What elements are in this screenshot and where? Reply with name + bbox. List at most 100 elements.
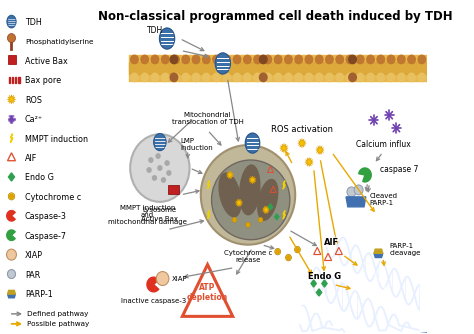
Polygon shape	[7, 95, 16, 104]
Polygon shape	[298, 138, 306, 148]
Circle shape	[276, 250, 279, 254]
Text: PARP-1: PARP-1	[25, 290, 53, 299]
Polygon shape	[311, 280, 316, 287]
Circle shape	[172, 73, 179, 81]
Circle shape	[326, 55, 333, 64]
Circle shape	[295, 55, 302, 64]
Ellipse shape	[154, 134, 166, 151]
Circle shape	[153, 176, 156, 180]
Circle shape	[8, 270, 16, 279]
Circle shape	[408, 55, 415, 64]
Circle shape	[192, 73, 200, 81]
Circle shape	[244, 73, 251, 81]
Circle shape	[8, 193, 15, 200]
Circle shape	[244, 55, 251, 64]
Wedge shape	[359, 168, 371, 182]
Circle shape	[254, 73, 261, 81]
Text: Cytochrome c: Cytochrome c	[25, 193, 81, 202]
Circle shape	[141, 55, 148, 64]
Circle shape	[326, 73, 333, 81]
Circle shape	[156, 154, 160, 158]
Circle shape	[284, 55, 292, 64]
Circle shape	[170, 73, 178, 81]
Circle shape	[151, 55, 159, 64]
Text: PARP-1
cleavage: PARP-1 cleavage	[389, 243, 420, 256]
Polygon shape	[305, 157, 313, 167]
Circle shape	[315, 73, 323, 81]
Bar	[15, 77, 17, 83]
Text: MMPT induction: MMPT induction	[25, 135, 88, 144]
Text: ROS activation: ROS activation	[271, 125, 333, 134]
Ellipse shape	[219, 173, 241, 217]
Circle shape	[170, 55, 178, 64]
Circle shape	[233, 218, 236, 221]
Circle shape	[398, 73, 405, 81]
Text: Calcium influx: Calcium influx	[356, 140, 410, 149]
Circle shape	[254, 55, 261, 64]
Circle shape	[233, 55, 241, 64]
Ellipse shape	[160, 28, 174, 49]
Wedge shape	[294, 333, 427, 334]
Circle shape	[167, 171, 171, 175]
Circle shape	[258, 217, 263, 222]
Polygon shape	[280, 143, 288, 153]
Bar	[9, 77, 10, 83]
Polygon shape	[316, 145, 324, 155]
Circle shape	[284, 73, 292, 81]
Text: Ca²⁺: Ca²⁺	[25, 115, 43, 124]
Circle shape	[418, 73, 426, 81]
Circle shape	[7, 249, 17, 260]
Text: XIAP: XIAP	[172, 276, 187, 282]
Text: AIF: AIF	[324, 238, 339, 247]
Circle shape	[418, 55, 426, 64]
Circle shape	[172, 55, 179, 64]
Circle shape	[274, 73, 282, 81]
Text: Caspase-7: Caspase-7	[25, 232, 67, 241]
Text: ROS: ROS	[25, 96, 42, 105]
Text: DNA fragmentation: DNA fragmentation	[368, 268, 410, 319]
Circle shape	[131, 55, 138, 64]
Circle shape	[158, 166, 162, 170]
Ellipse shape	[211, 160, 290, 240]
Circle shape	[223, 73, 230, 81]
Polygon shape	[10, 134, 13, 143]
Text: Endo G: Endo G	[25, 173, 54, 182]
Text: AIF: AIF	[25, 154, 37, 163]
Circle shape	[165, 161, 169, 165]
Circle shape	[232, 217, 237, 222]
Circle shape	[346, 73, 354, 81]
Circle shape	[141, 73, 148, 81]
Wedge shape	[7, 230, 15, 240]
Text: TDH: TDH	[25, 18, 42, 27]
Circle shape	[246, 222, 250, 227]
Text: Cytochrome c
release: Cytochrome c release	[224, 249, 272, 263]
Polygon shape	[249, 176, 256, 184]
Circle shape	[285, 255, 292, 261]
Text: Inactive caspase-3: Inactive caspase-3	[121, 299, 186, 305]
Text: Mitochondrial
translocation of TDH: Mitochondrial translocation of TDH	[172, 112, 244, 125]
Bar	[18, 77, 19, 83]
Circle shape	[156, 272, 169, 286]
Circle shape	[349, 55, 356, 64]
Polygon shape	[374, 254, 383, 258]
Polygon shape	[9, 173, 15, 181]
Ellipse shape	[258, 179, 278, 220]
Polygon shape	[8, 294, 15, 298]
Text: Active Bax: Active Bax	[25, 57, 68, 66]
Text: Non-classical programmed cell death induced by TDH: Non-classical programmed cell death indu…	[98, 10, 452, 23]
Text: Defined pathway: Defined pathway	[27, 311, 88, 317]
Text: PAR: PAR	[25, 271, 40, 280]
Circle shape	[387, 55, 395, 64]
Polygon shape	[208, 211, 210, 219]
Text: MMPT induction
and
mitochondrial damage: MMPT induction and mitochondrial damage	[108, 205, 187, 225]
Text: XIAP: XIAP	[25, 251, 43, 260]
Circle shape	[162, 178, 165, 182]
Ellipse shape	[130, 134, 190, 202]
Polygon shape	[268, 204, 273, 210]
Bar	[12, 77, 13, 83]
Bar	[129, 62, 427, 74]
Text: TDH: TDH	[147, 26, 164, 35]
Circle shape	[367, 73, 374, 81]
Circle shape	[336, 55, 344, 64]
Circle shape	[294, 246, 301, 253]
